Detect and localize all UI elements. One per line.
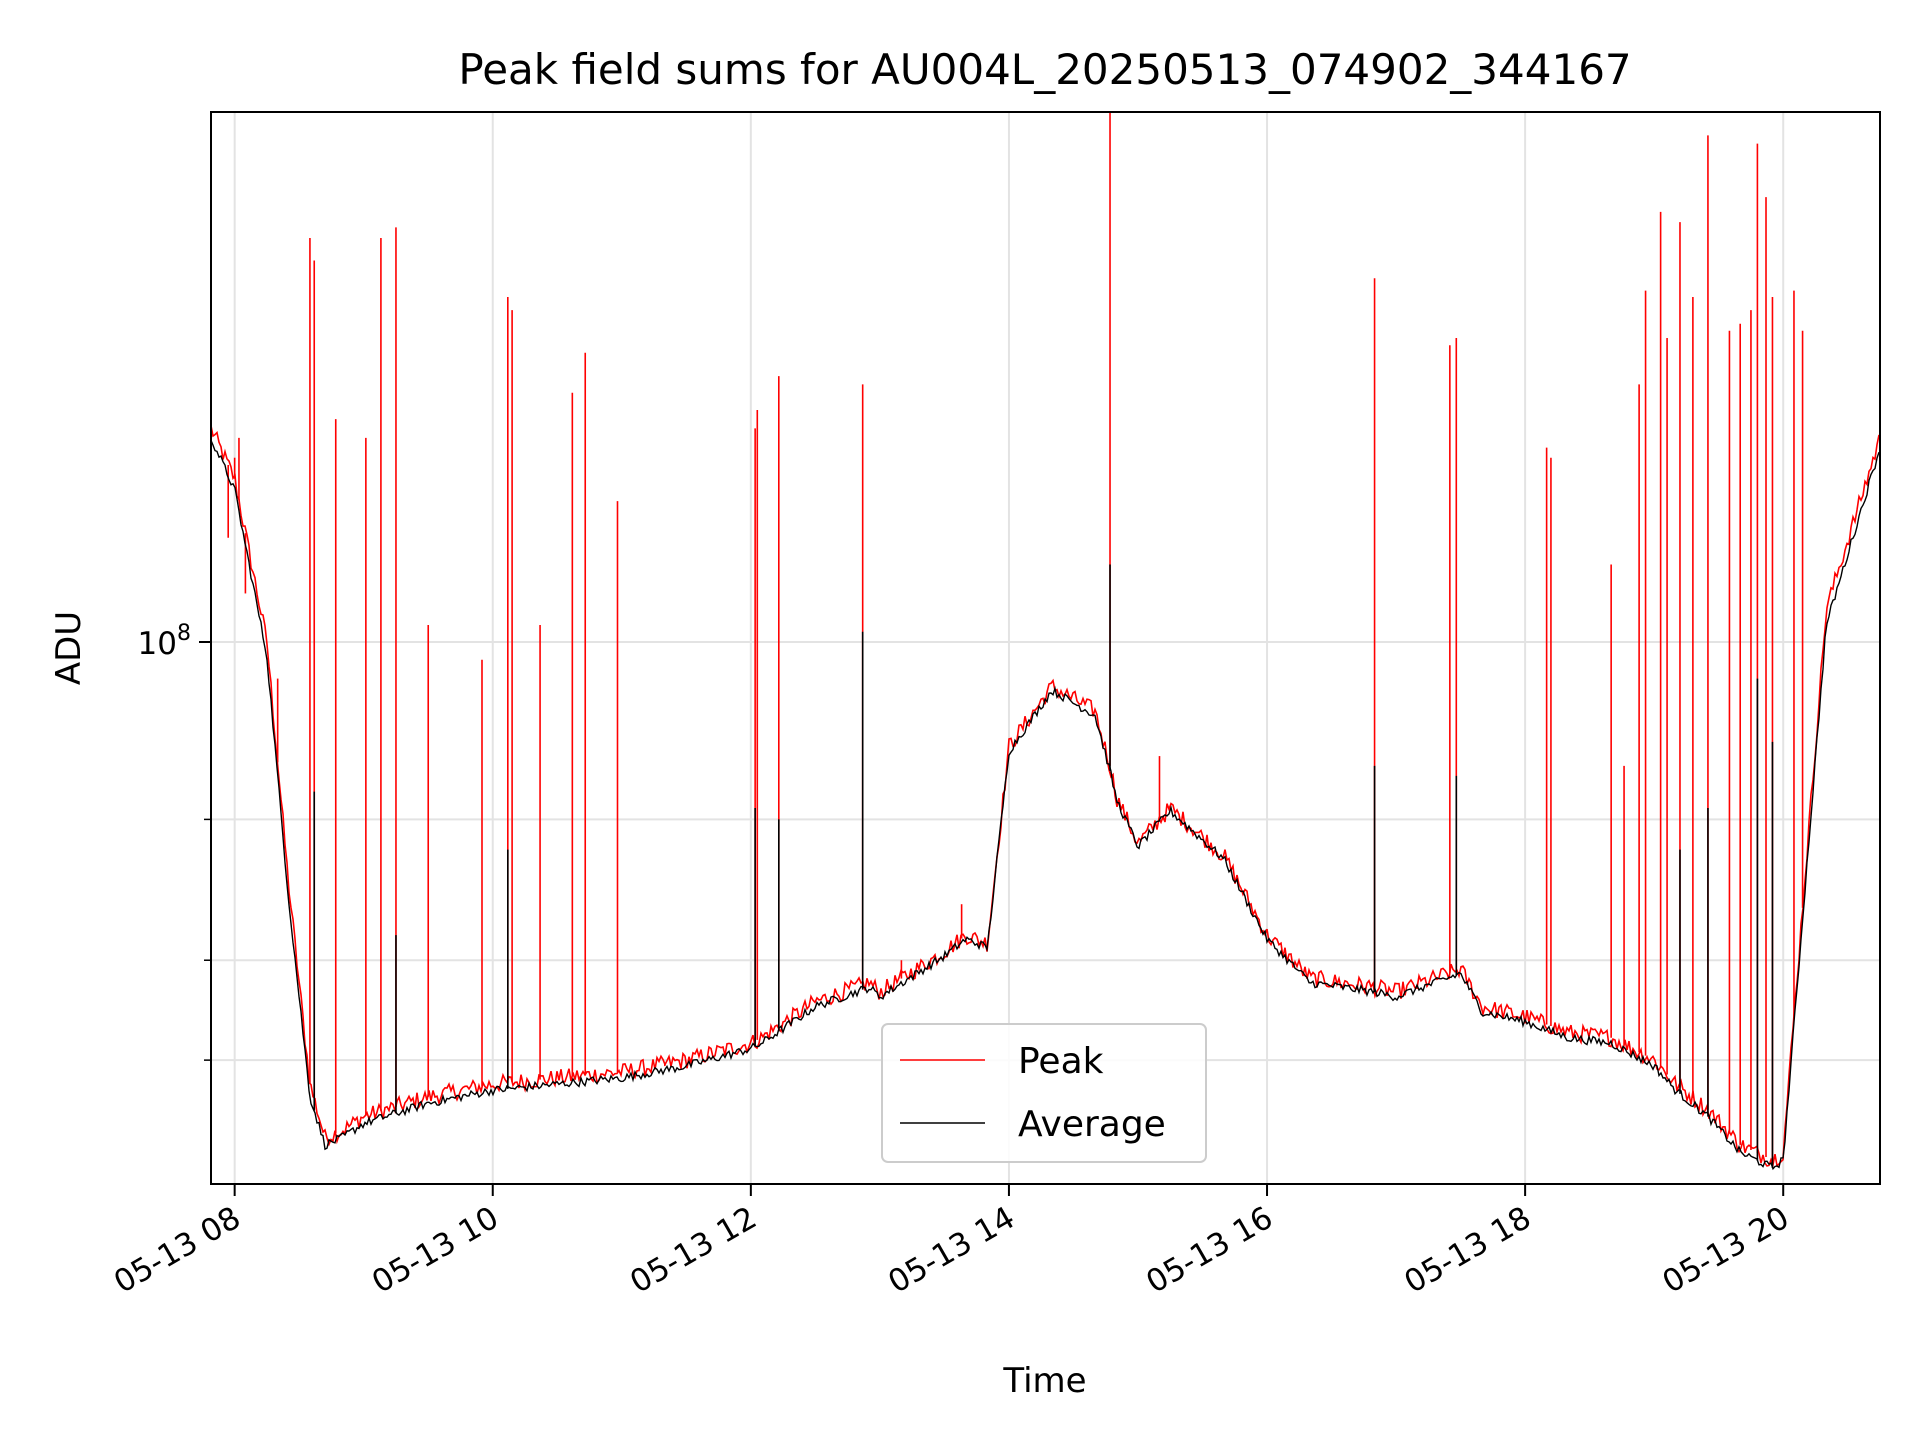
series-line-average xyxy=(210,440,1880,1171)
plot-lines xyxy=(210,112,1880,1171)
chart-title: Peak field sums for AU004L_20250513_0749… xyxy=(458,45,1631,94)
x-axis-label: Time xyxy=(1002,1361,1086,1401)
y-axis-ticks: 108 xyxy=(138,621,211,1061)
legend-box xyxy=(881,1023,1207,1163)
legend-label-average: Average xyxy=(1018,1104,1166,1145)
legend-label-peak: Peak xyxy=(1018,1041,1104,1082)
series-line-peak xyxy=(210,425,1880,1168)
y-tick-label: 108 xyxy=(138,621,191,662)
gridlines xyxy=(211,112,1880,1184)
y-axis-label: ADU xyxy=(49,611,89,685)
legend: Peak Average xyxy=(881,1023,1207,1163)
plot-frame xyxy=(210,111,1881,1185)
